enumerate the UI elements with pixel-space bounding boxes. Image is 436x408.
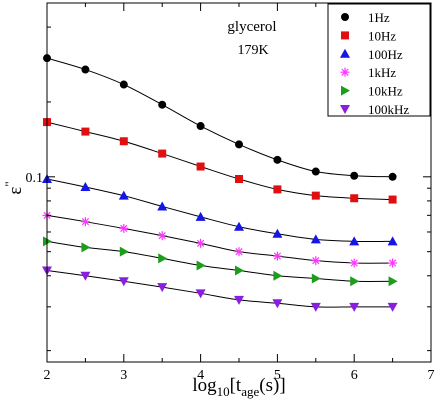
x-tick-label: 4 xyxy=(197,368,204,383)
legend-label: 1Hz xyxy=(368,10,390,25)
legend-label: 10Hz xyxy=(368,28,396,43)
data-point xyxy=(273,270,283,281)
data-point xyxy=(118,277,129,287)
data-point xyxy=(195,211,206,221)
legend-marker xyxy=(340,105,350,114)
legend-marker xyxy=(340,67,350,77)
legend-marker xyxy=(341,13,349,21)
axis-ticks: 2 3 4 5 6 7 0.1 xyxy=(26,3,435,383)
x-tick-label: 7 xyxy=(428,368,435,383)
x-tick-label: 5 xyxy=(274,368,281,383)
data-point xyxy=(234,221,244,231)
data-point xyxy=(387,236,398,246)
x-tick-label: 3 xyxy=(120,368,127,383)
data-point xyxy=(387,302,398,312)
annotation-temperature: 179K xyxy=(237,43,268,58)
data-point xyxy=(235,140,243,149)
data-point xyxy=(80,181,91,191)
data-point xyxy=(349,258,359,268)
x-axis-title-main: log xyxy=(192,375,217,396)
y-axis-title-sup: " xyxy=(2,181,17,186)
data-point xyxy=(158,100,167,109)
data-point xyxy=(350,276,360,287)
data-point xyxy=(81,242,91,253)
legend-box xyxy=(327,3,431,117)
fit-line xyxy=(46,214,393,264)
data-point xyxy=(234,295,244,305)
legend-label: 1kHz xyxy=(368,65,396,80)
data-point xyxy=(388,258,398,268)
data-point xyxy=(119,137,128,146)
data-point xyxy=(158,149,167,158)
data-point xyxy=(81,65,90,74)
y-tick-label: 0.1 xyxy=(26,171,44,186)
annotation-material: glycerol xyxy=(227,19,276,35)
legend-marker xyxy=(340,48,350,58)
data-point xyxy=(196,260,206,271)
data-point xyxy=(310,234,321,244)
data-point xyxy=(272,228,283,238)
data-point xyxy=(311,167,320,176)
data-point xyxy=(196,162,205,171)
x-axis-title: log10[tage(s)] xyxy=(192,375,285,399)
legend: 1Hz 10Hz 100Hz 1kHz 10kHz 100kHz xyxy=(327,3,431,117)
fit-line xyxy=(46,240,393,283)
data-point xyxy=(349,236,360,246)
data-point xyxy=(195,289,206,299)
data-point xyxy=(311,273,321,284)
y-axis-title: ε" xyxy=(2,181,26,194)
legend-marker xyxy=(341,31,349,40)
fit-line xyxy=(46,270,393,308)
data-point xyxy=(349,302,360,312)
fit-lines xyxy=(46,57,393,308)
x-tick-label: 2 xyxy=(44,368,51,383)
data-point xyxy=(157,283,168,293)
fit-line xyxy=(46,178,393,243)
data-point xyxy=(81,127,90,136)
data-point xyxy=(196,122,205,131)
data-point xyxy=(119,246,129,257)
data-point xyxy=(158,253,168,264)
data-point xyxy=(235,265,244,276)
data-point xyxy=(157,231,167,241)
data-point xyxy=(350,171,359,180)
x-axis-title-end: (s)] xyxy=(259,375,285,396)
legend-marker xyxy=(341,85,350,96)
data-point xyxy=(388,195,397,204)
data-point xyxy=(235,174,243,183)
data-point xyxy=(118,190,129,200)
data-point xyxy=(310,302,321,312)
data-point xyxy=(272,299,283,309)
data-point xyxy=(234,247,244,257)
data-point xyxy=(157,201,168,211)
data-point xyxy=(196,238,206,248)
data-point xyxy=(388,276,398,287)
x-axis-title-sub1: 10 xyxy=(217,384,230,399)
data-point xyxy=(80,217,90,227)
data-point xyxy=(350,194,359,203)
y-axis-title-main: ε xyxy=(5,187,26,195)
data-point xyxy=(273,155,282,164)
fit-line xyxy=(46,121,393,201)
data-point xyxy=(311,256,321,266)
data-point xyxy=(311,191,320,200)
legend-label: 10kHz xyxy=(368,84,403,99)
x-axis-title-mid: [t xyxy=(230,375,242,396)
legend-label: 100Hz xyxy=(368,47,403,62)
data-point xyxy=(119,80,128,89)
data-point xyxy=(388,172,397,181)
x-axis-title-sub2: age xyxy=(241,384,259,399)
data-point xyxy=(119,223,129,233)
x-tick-label: 6 xyxy=(351,368,358,383)
data-point xyxy=(273,185,282,194)
legend-label: 100kHz xyxy=(368,102,409,117)
data-point xyxy=(272,251,282,261)
fit-line xyxy=(46,57,393,178)
data-point xyxy=(80,271,91,281)
